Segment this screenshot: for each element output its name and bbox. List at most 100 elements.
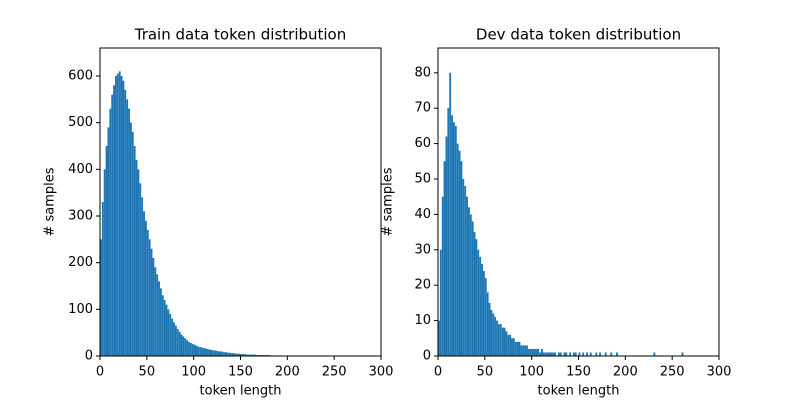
- bar: [496, 320, 498, 356]
- bar: [539, 352, 542, 356]
- bar: [604, 352, 607, 356]
- x-tick-label: 300: [369, 365, 394, 380]
- y-tick-label: 30: [414, 242, 431, 257]
- bar: [238, 353, 241, 356]
- y-tick-label: 500: [68, 115, 93, 130]
- bar: [482, 271, 485, 356]
- bar: [105, 146, 108, 356]
- x-tick-label: 250: [660, 365, 685, 380]
- bar: [156, 274, 159, 356]
- bar: [137, 169, 140, 356]
- bar: [176, 328, 179, 356]
- y-tick-label: 0: [85, 349, 93, 364]
- bar: [212, 350, 215, 356]
- bar: [201, 347, 204, 356]
- bar: [225, 352, 228, 356]
- bar: [143, 211, 145, 356]
- bar: [572, 352, 575, 356]
- bar: [141, 197, 144, 356]
- bar: [492, 313, 495, 356]
- bar: [585, 352, 588, 356]
- bar: [454, 125, 457, 356]
- x-tick-label: 200: [613, 365, 638, 380]
- bar: [109, 108, 112, 357]
- bar: [499, 324, 502, 356]
- bar: [512, 338, 515, 356]
- y-tick-label: 40: [414, 207, 431, 222]
- bar: [589, 352, 592, 356]
- bar: [135, 160, 138, 356]
- bar: [210, 349, 213, 356]
- bar: [507, 334, 510, 356]
- bar: [542, 352, 545, 356]
- x-tick-label: 150: [566, 365, 591, 380]
- bar: [595, 352, 598, 356]
- bar: [133, 146, 136, 356]
- bar: [494, 317, 497, 356]
- bar: [544, 352, 547, 356]
- bar: [193, 344, 196, 356]
- bar: [188, 342, 190, 356]
- bar: [148, 239, 151, 356]
- bar: [481, 263, 483, 356]
- y-tick-label: 300: [68, 209, 93, 224]
- bar: [529, 348, 532, 356]
- bar: [531, 348, 534, 356]
- bar: [178, 331, 181, 356]
- bar: [126, 99, 129, 356]
- bar: [158, 281, 160, 356]
- x-tick-label: 100: [181, 365, 206, 380]
- bar: [473, 232, 476, 356]
- bar: [452, 122, 455, 357]
- bar: [221, 351, 224, 356]
- bar: [535, 348, 538, 356]
- bar: [146, 230, 149, 356]
- bar: [114, 76, 117, 356]
- bar: [610, 352, 613, 356]
- bar: [167, 309, 170, 356]
- bar: [462, 178, 465, 356]
- bar: [189, 342, 192, 356]
- bar: [449, 72, 452, 356]
- bar: [120, 76, 123, 356]
- bar: [169, 314, 172, 356]
- bar: [451, 115, 453, 356]
- bar: [447, 108, 450, 357]
- x-tick-label: 250: [322, 365, 347, 380]
- bar: [154, 267, 157, 356]
- bar: [251, 354, 254, 356]
- bar: [522, 345, 525, 356]
- y-tick-label: 0: [423, 349, 431, 364]
- bar: [165, 304, 168, 356]
- bar: [460, 161, 463, 356]
- bar: [578, 352, 581, 356]
- bar: [152, 258, 155, 356]
- bar: [557, 352, 560, 356]
- bar: [501, 327, 504, 356]
- bar: [129, 122, 132, 357]
- bar: [234, 353, 237, 356]
- bar: [116, 73, 119, 357]
- bar: [218, 351, 220, 356]
- y-tick-label: 10: [414, 313, 431, 328]
- y-axis-label: # samples: [43, 167, 58, 236]
- x-tick-label: 50: [139, 365, 156, 380]
- bar: [615, 352, 618, 356]
- bar: [144, 220, 147, 356]
- bar: [128, 108, 130, 357]
- bar: [184, 338, 187, 356]
- bar: [537, 348, 540, 356]
- bar: [159, 288, 162, 356]
- bar: [464, 186, 467, 356]
- bar: [100, 239, 102, 356]
- bar: [520, 345, 523, 356]
- bar: [438, 320, 440, 356]
- bar: [475, 239, 478, 356]
- bar: [204, 348, 207, 356]
- bar: [199, 347, 202, 356]
- bar: [186, 340, 189, 356]
- bar: [511, 338, 513, 356]
- bar: [533, 348, 536, 356]
- y-tick-label: 600: [68, 69, 93, 84]
- bar: [124, 90, 127, 356]
